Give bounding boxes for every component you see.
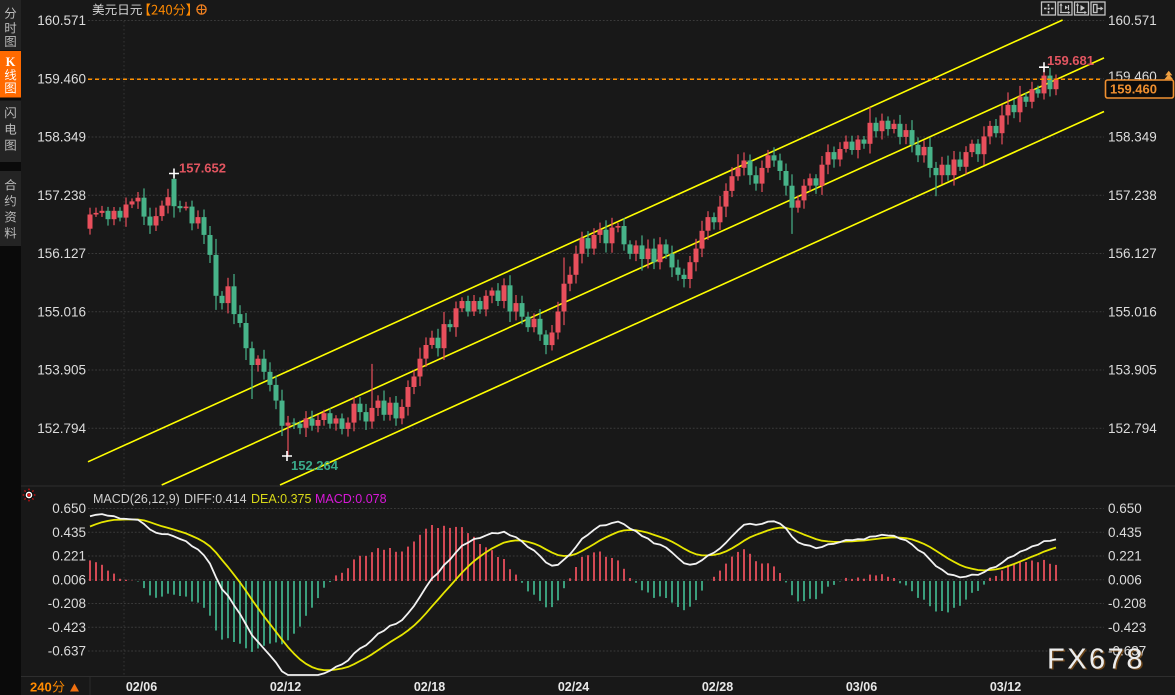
svg-text:-0.423: -0.423	[1108, 620, 1146, 635]
svg-text:152.794: 152.794	[37, 421, 86, 436]
svg-text:-0.637: -0.637	[1108, 644, 1146, 659]
svg-text:155.016: 155.016	[37, 304, 86, 319]
svg-text:240: 240	[30, 680, 52, 695]
svg-text:02/24: 02/24	[558, 680, 589, 694]
svg-text:152.794: 152.794	[1108, 421, 1157, 436]
svg-text:0.435: 0.435	[1108, 525, 1142, 540]
svg-text:02/18: 02/18	[414, 680, 445, 694]
svg-text:-0.208: -0.208	[48, 596, 86, 611]
svg-text:155.016: 155.016	[1108, 304, 1157, 319]
svg-text:160.571: 160.571	[1108, 13, 1157, 28]
svg-text:153.905: 153.905	[1108, 363, 1157, 378]
svg-text:DEA:0.375: DEA:0.375	[251, 492, 312, 506]
svg-text:157.238: 157.238	[37, 188, 86, 203]
svg-text:MACD(26,12,9): MACD(26,12,9)	[93, 492, 180, 506]
svg-text:0.650: 0.650	[1108, 501, 1142, 516]
svg-text:0.221: 0.221	[52, 549, 86, 564]
svg-text:158.349: 158.349	[37, 130, 86, 145]
svg-text:MACD:0.078: MACD:0.078	[315, 492, 387, 506]
svg-text:FX678: FX678	[1047, 644, 1145, 676]
svg-text:159.460: 159.460	[1110, 82, 1157, 97]
svg-text:0.435: 0.435	[52, 525, 86, 540]
svg-text:156.127: 156.127	[1108, 246, 1157, 261]
svg-text:K: K	[6, 55, 16, 69]
svg-text:156.127: 156.127	[37, 246, 86, 261]
svg-text:02/06: 02/06	[126, 680, 157, 694]
svg-text:-0.208: -0.208	[1108, 596, 1146, 611]
svg-text:0.006: 0.006	[1108, 573, 1142, 588]
svg-text:0.006: 0.006	[52, 573, 86, 588]
svg-text:152.264: 152.264	[291, 458, 339, 473]
svg-text:-0.637: -0.637	[48, 644, 86, 659]
svg-text:0.221: 0.221	[1108, 549, 1142, 564]
svg-text:02/12: 02/12	[270, 680, 301, 694]
svg-text:159.681: 159.681	[1047, 53, 1094, 68]
svg-text:DIFF:0.414: DIFF:0.414	[184, 492, 247, 506]
svg-text:03/12: 03/12	[990, 680, 1021, 694]
svg-text:160.571: 160.571	[37, 13, 86, 28]
svg-text:02/28: 02/28	[702, 680, 733, 694]
svg-text:-0.423: -0.423	[48, 620, 86, 635]
svg-text:158.349: 158.349	[1108, 130, 1157, 145]
svg-text:03/06: 03/06	[846, 680, 877, 694]
svg-text:0.650: 0.650	[52, 501, 86, 516]
svg-text:157.238: 157.238	[1108, 188, 1157, 203]
svg-text:159.460: 159.460	[37, 72, 86, 87]
svg-text:FX678: FX678	[1049, 645, 1147, 677]
svg-text:157.652: 157.652	[179, 161, 226, 176]
svg-text:153.905: 153.905	[37, 363, 86, 378]
